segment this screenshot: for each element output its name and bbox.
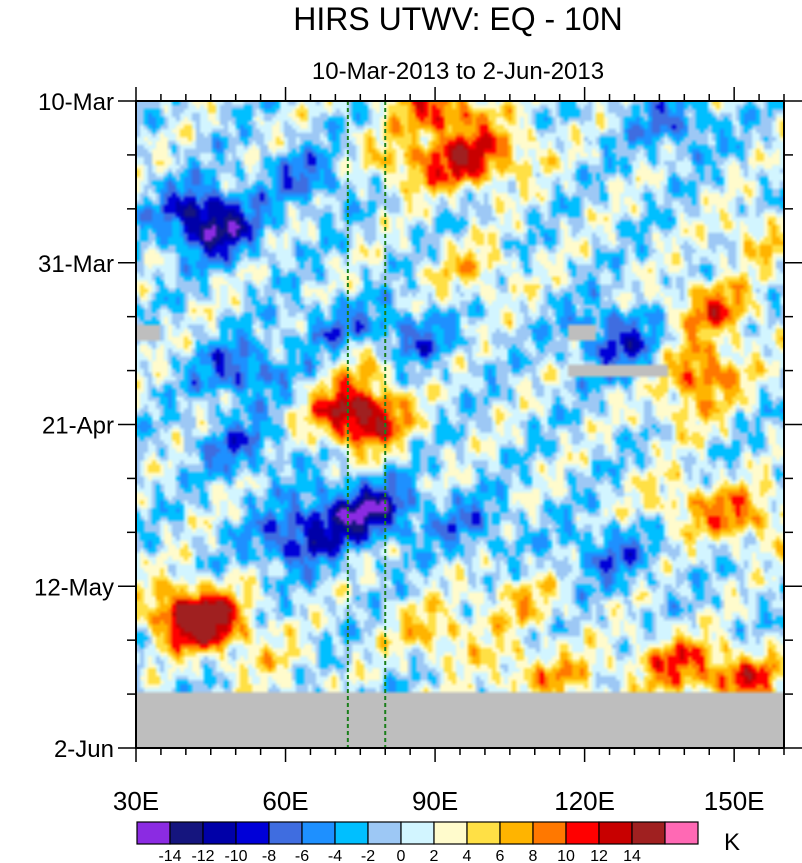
colorbar-box	[268, 821, 303, 845]
plot-area	[118, 87, 802, 762]
colorbar-label: 8	[529, 848, 538, 863]
colorbar: -14 -12 -10 -8 -6 -4 -2 0 2 4 6 8 10 12 14 K	[136, 821, 740, 863]
colorbar-box	[664, 821, 699, 845]
y-tick-label: 10-Mar	[38, 89, 114, 116]
colorbar-label: -12	[191, 848, 214, 863]
x-tick-label: 30E	[113, 786, 159, 816]
colorbar-box	[334, 821, 369, 845]
y-axis-labels: 10-Mar 31-Mar 21-Apr 12-May 2-Jun	[34, 89, 114, 763]
colorbar-label: 4	[463, 848, 472, 863]
colorbar-box	[136, 821, 171, 845]
colorbar-box	[631, 821, 666, 845]
x-tick-label: 90E	[412, 786, 458, 816]
reference-lines	[346, 101, 387, 748]
colorbar-box	[301, 821, 336, 845]
y-tick-label: 12-May	[34, 574, 114, 601]
colorbar-label: -8	[262, 848, 276, 863]
colorbar-label: -14	[158, 848, 181, 863]
colorbar-box	[433, 821, 468, 845]
colorbar-box	[565, 821, 600, 845]
y-tick-label: 2-Jun	[54, 736, 114, 763]
colorbar-label: 10	[557, 848, 575, 863]
chart-title: HIRS UTWV: EQ - 10N	[293, 1, 623, 37]
colorbar-label: -2	[361, 848, 375, 863]
colorbar-box	[202, 821, 237, 845]
x-tick-label: 60E	[262, 786, 308, 816]
colorbar-label: 12	[590, 848, 608, 863]
chart-subtitle: 10-Mar-2013 to 2-Jun-2013	[312, 58, 604, 85]
colorbar-label: -10	[224, 848, 247, 863]
colorbar-label: -6	[295, 848, 309, 863]
colorbar-label: 14	[623, 848, 641, 863]
colorbar-label: 0	[397, 848, 406, 863]
y-tick-label: 31-Mar	[38, 251, 114, 278]
colorbar-box	[235, 821, 270, 845]
colorbar-box	[367, 821, 402, 845]
y-tick-label: 21-Apr	[42, 413, 114, 440]
colorbar-box	[499, 821, 534, 845]
colorbar-box	[532, 821, 567, 845]
axis-ticks	[118, 87, 802, 762]
x-tick-label: 150E	[704, 786, 765, 816]
colorbar-label: -4	[328, 848, 342, 863]
x-tick-label: 120E	[554, 786, 615, 816]
colorbar-box	[466, 821, 501, 845]
colorbar-unit: K	[724, 829, 740, 856]
colorbar-box	[598, 821, 633, 845]
colorbar-label: 6	[496, 848, 505, 863]
colorbar-box	[169, 821, 204, 845]
anomaly-field	[136, 101, 784, 748]
x-axis-labels: 30E 60E 90E 120E 150E	[113, 786, 765, 816]
colorbar-label: 2	[430, 848, 439, 863]
colorbar-box	[400, 821, 435, 845]
